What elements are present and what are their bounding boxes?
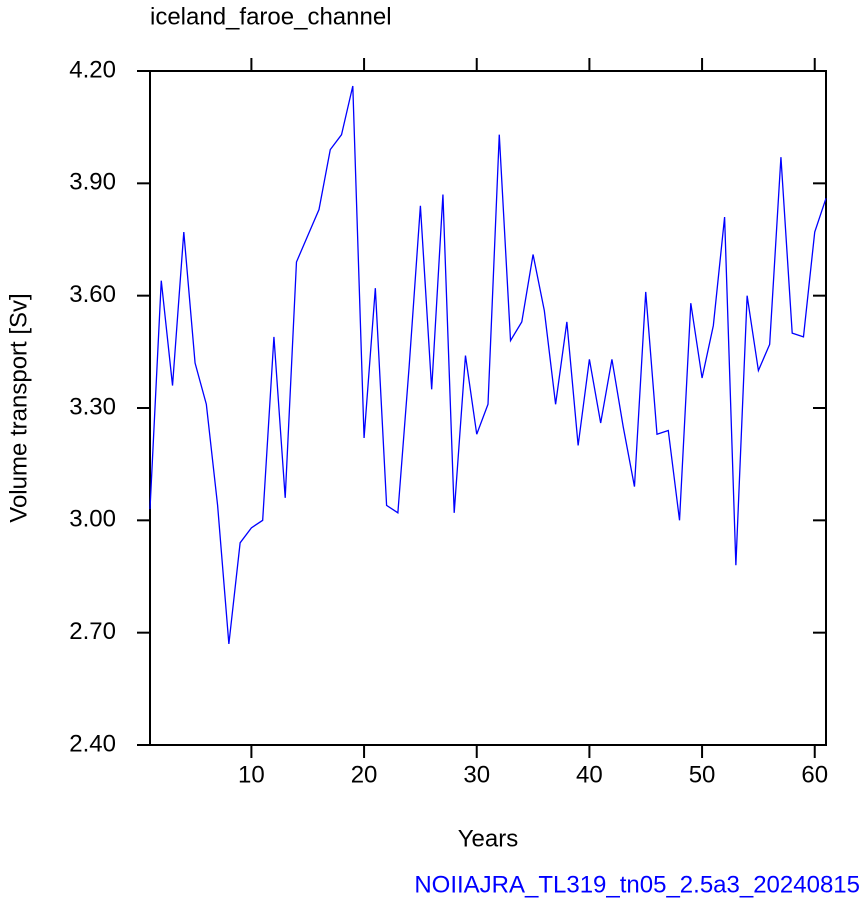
y-tick-label: 3.60	[69, 281, 116, 308]
x-tick-label: 60	[801, 761, 828, 788]
y-tick-label: 2.40	[69, 730, 116, 757]
x-tick-label: 40	[576, 761, 603, 788]
x-tick-label: 30	[463, 761, 490, 788]
x-tick-label: 10	[238, 761, 265, 788]
y-axis-label: Volume transport [Sv]	[5, 293, 32, 522]
footer: NOIIAJRA_TL319_tn05_2.5a3_20240815	[414, 871, 860, 898]
x-tick-label: 20	[351, 761, 378, 788]
y-tick-label: 3.00	[69, 506, 116, 533]
y-tick-label: 4.20	[69, 56, 116, 83]
chart-title: iceland_faroe_channel	[150, 3, 392, 30]
y-tick-label: 3.90	[69, 169, 116, 196]
y-tick-label: 3.30	[69, 393, 116, 420]
y-tick-label: 2.70	[69, 618, 116, 645]
x-tick-label: 50	[689, 761, 716, 788]
plot-frame	[149, 70, 827, 746]
data-line	[149, 85, 827, 644]
x-axis-label: Years	[458, 825, 519, 852]
